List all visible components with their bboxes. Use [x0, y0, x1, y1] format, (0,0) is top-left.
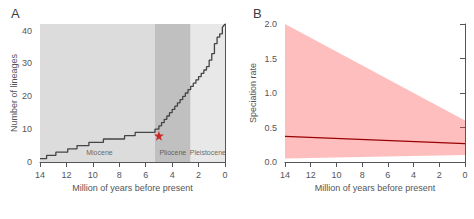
svg-text:Speciation rate: Speciation rate [248, 63, 258, 123]
svg-text:0.0: 0.0 [264, 157, 277, 167]
svg-text:30: 30 [22, 58, 32, 68]
svg-text:1.5: 1.5 [264, 54, 277, 64]
svg-text:B: B [253, 6, 262, 21]
svg-text:0: 0 [222, 170, 227, 180]
svg-text:0.5: 0.5 [264, 123, 277, 133]
svg-text:8: 8 [117, 170, 122, 180]
svg-text:4: 4 [411, 170, 416, 180]
svg-text:10: 10 [88, 170, 98, 180]
svg-text:10: 10 [22, 124, 32, 134]
svg-text:2: 2 [437, 170, 442, 180]
svg-text:Miocene: Miocene [86, 149, 113, 156]
svg-text:1.0: 1.0 [264, 88, 277, 98]
svg-text:Number of lineages: Number of lineages [9, 53, 19, 132]
svg-text:8: 8 [360, 170, 365, 180]
svg-text:Million of years before presen: Million of years before present [72, 183, 193, 193]
svg-text:Million of years before presen: Million of years before present [315, 183, 436, 193]
svg-text:Pleistocene: Pleistocene [190, 149, 226, 156]
svg-text:40: 40 [22, 26, 32, 36]
svg-text:0: 0 [27, 157, 32, 167]
svg-text:10: 10 [331, 170, 341, 180]
svg-text:6: 6 [385, 170, 390, 180]
svg-text:20: 20 [22, 91, 32, 101]
svg-text:2.0: 2.0 [264, 19, 277, 29]
svg-text:12: 12 [61, 170, 71, 180]
svg-text:0: 0 [462, 170, 467, 180]
svg-text:2: 2 [196, 170, 201, 180]
svg-text:14: 14 [35, 170, 45, 180]
svg-text:A: A [11, 6, 20, 21]
svg-text:14: 14 [280, 170, 290, 180]
svg-text:6: 6 [143, 170, 148, 180]
svg-text:4: 4 [170, 170, 175, 180]
svg-text:12: 12 [306, 170, 316, 180]
svg-text:Pliocene: Pliocene [159, 149, 186, 156]
